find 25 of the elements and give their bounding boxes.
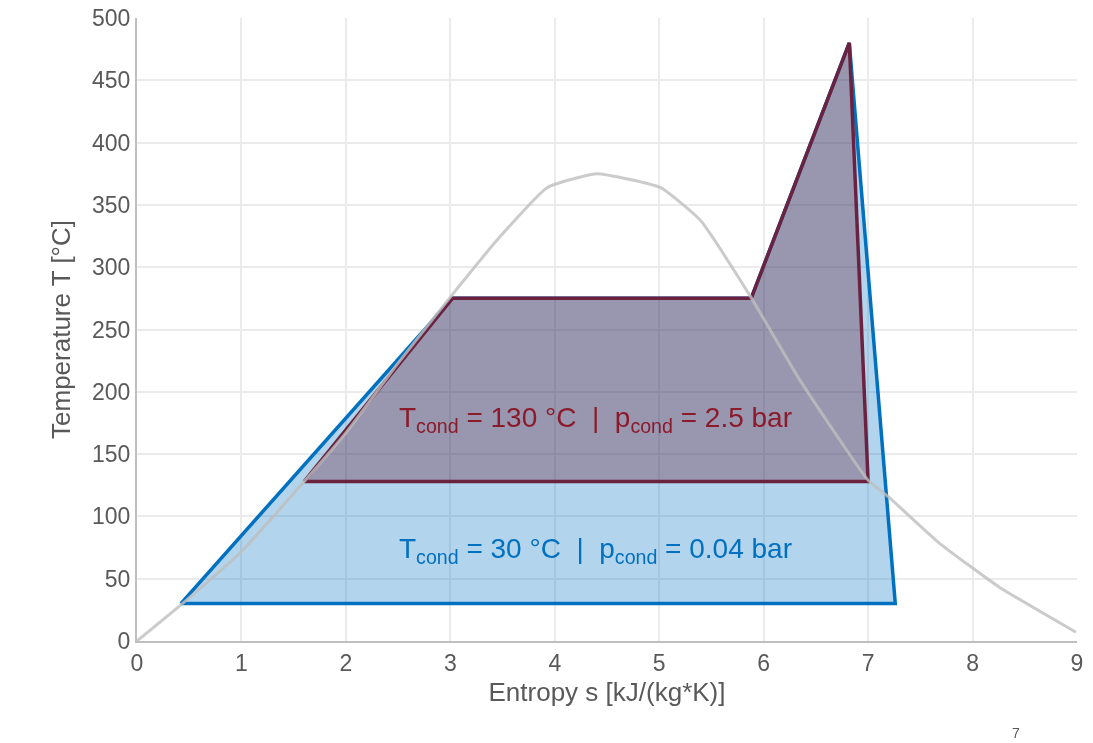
x-tick-label: 4 (548, 649, 562, 676)
y-tick-label: 150 (92, 441, 131, 468)
x-tick-label: 9 (1070, 649, 1084, 676)
y-tick-label: 50 (104, 565, 131, 592)
x-tick-label: 3 (443, 649, 457, 676)
annotation: T$_{cond}$ = 30 °C | p$_{cond}$ = 0.04 bar (399, 533, 792, 568)
x-tick-label: 7 (861, 649, 875, 676)
y-tick-label: 0 (117, 628, 131, 655)
y-tick-label: 300 (92, 254, 131, 281)
x-tick-label: 5 (652, 649, 666, 676)
x-axis-title: Entropy s [kJ/(kg*K)] (488, 676, 726, 707)
y-tick-label: 100 (92, 503, 131, 530)
text: 7 (1012, 725, 1020, 741)
y-tick-label: 250 (92, 316, 131, 343)
y-tick-label: 400 (92, 129, 131, 156)
x-tick-label: 8 (966, 649, 979, 676)
y-tick-label: 500 (92, 5, 131, 32)
x-tick-label: 2 (339, 649, 353, 676)
annotation: T$_{cond}$ = 130 °C | p$_{cond}$ = 2.5 bar (399, 402, 792, 437)
x-tick-label: 6 (757, 649, 771, 676)
x-tick-label: 1 (235, 649, 248, 676)
y-tick-label: 200 (92, 378, 131, 405)
y-tick-label: 450 (92, 67, 131, 94)
y-axis-title: Temperature T [°C] (45, 220, 76, 439)
y-tick-label: 350 (92, 191, 131, 218)
